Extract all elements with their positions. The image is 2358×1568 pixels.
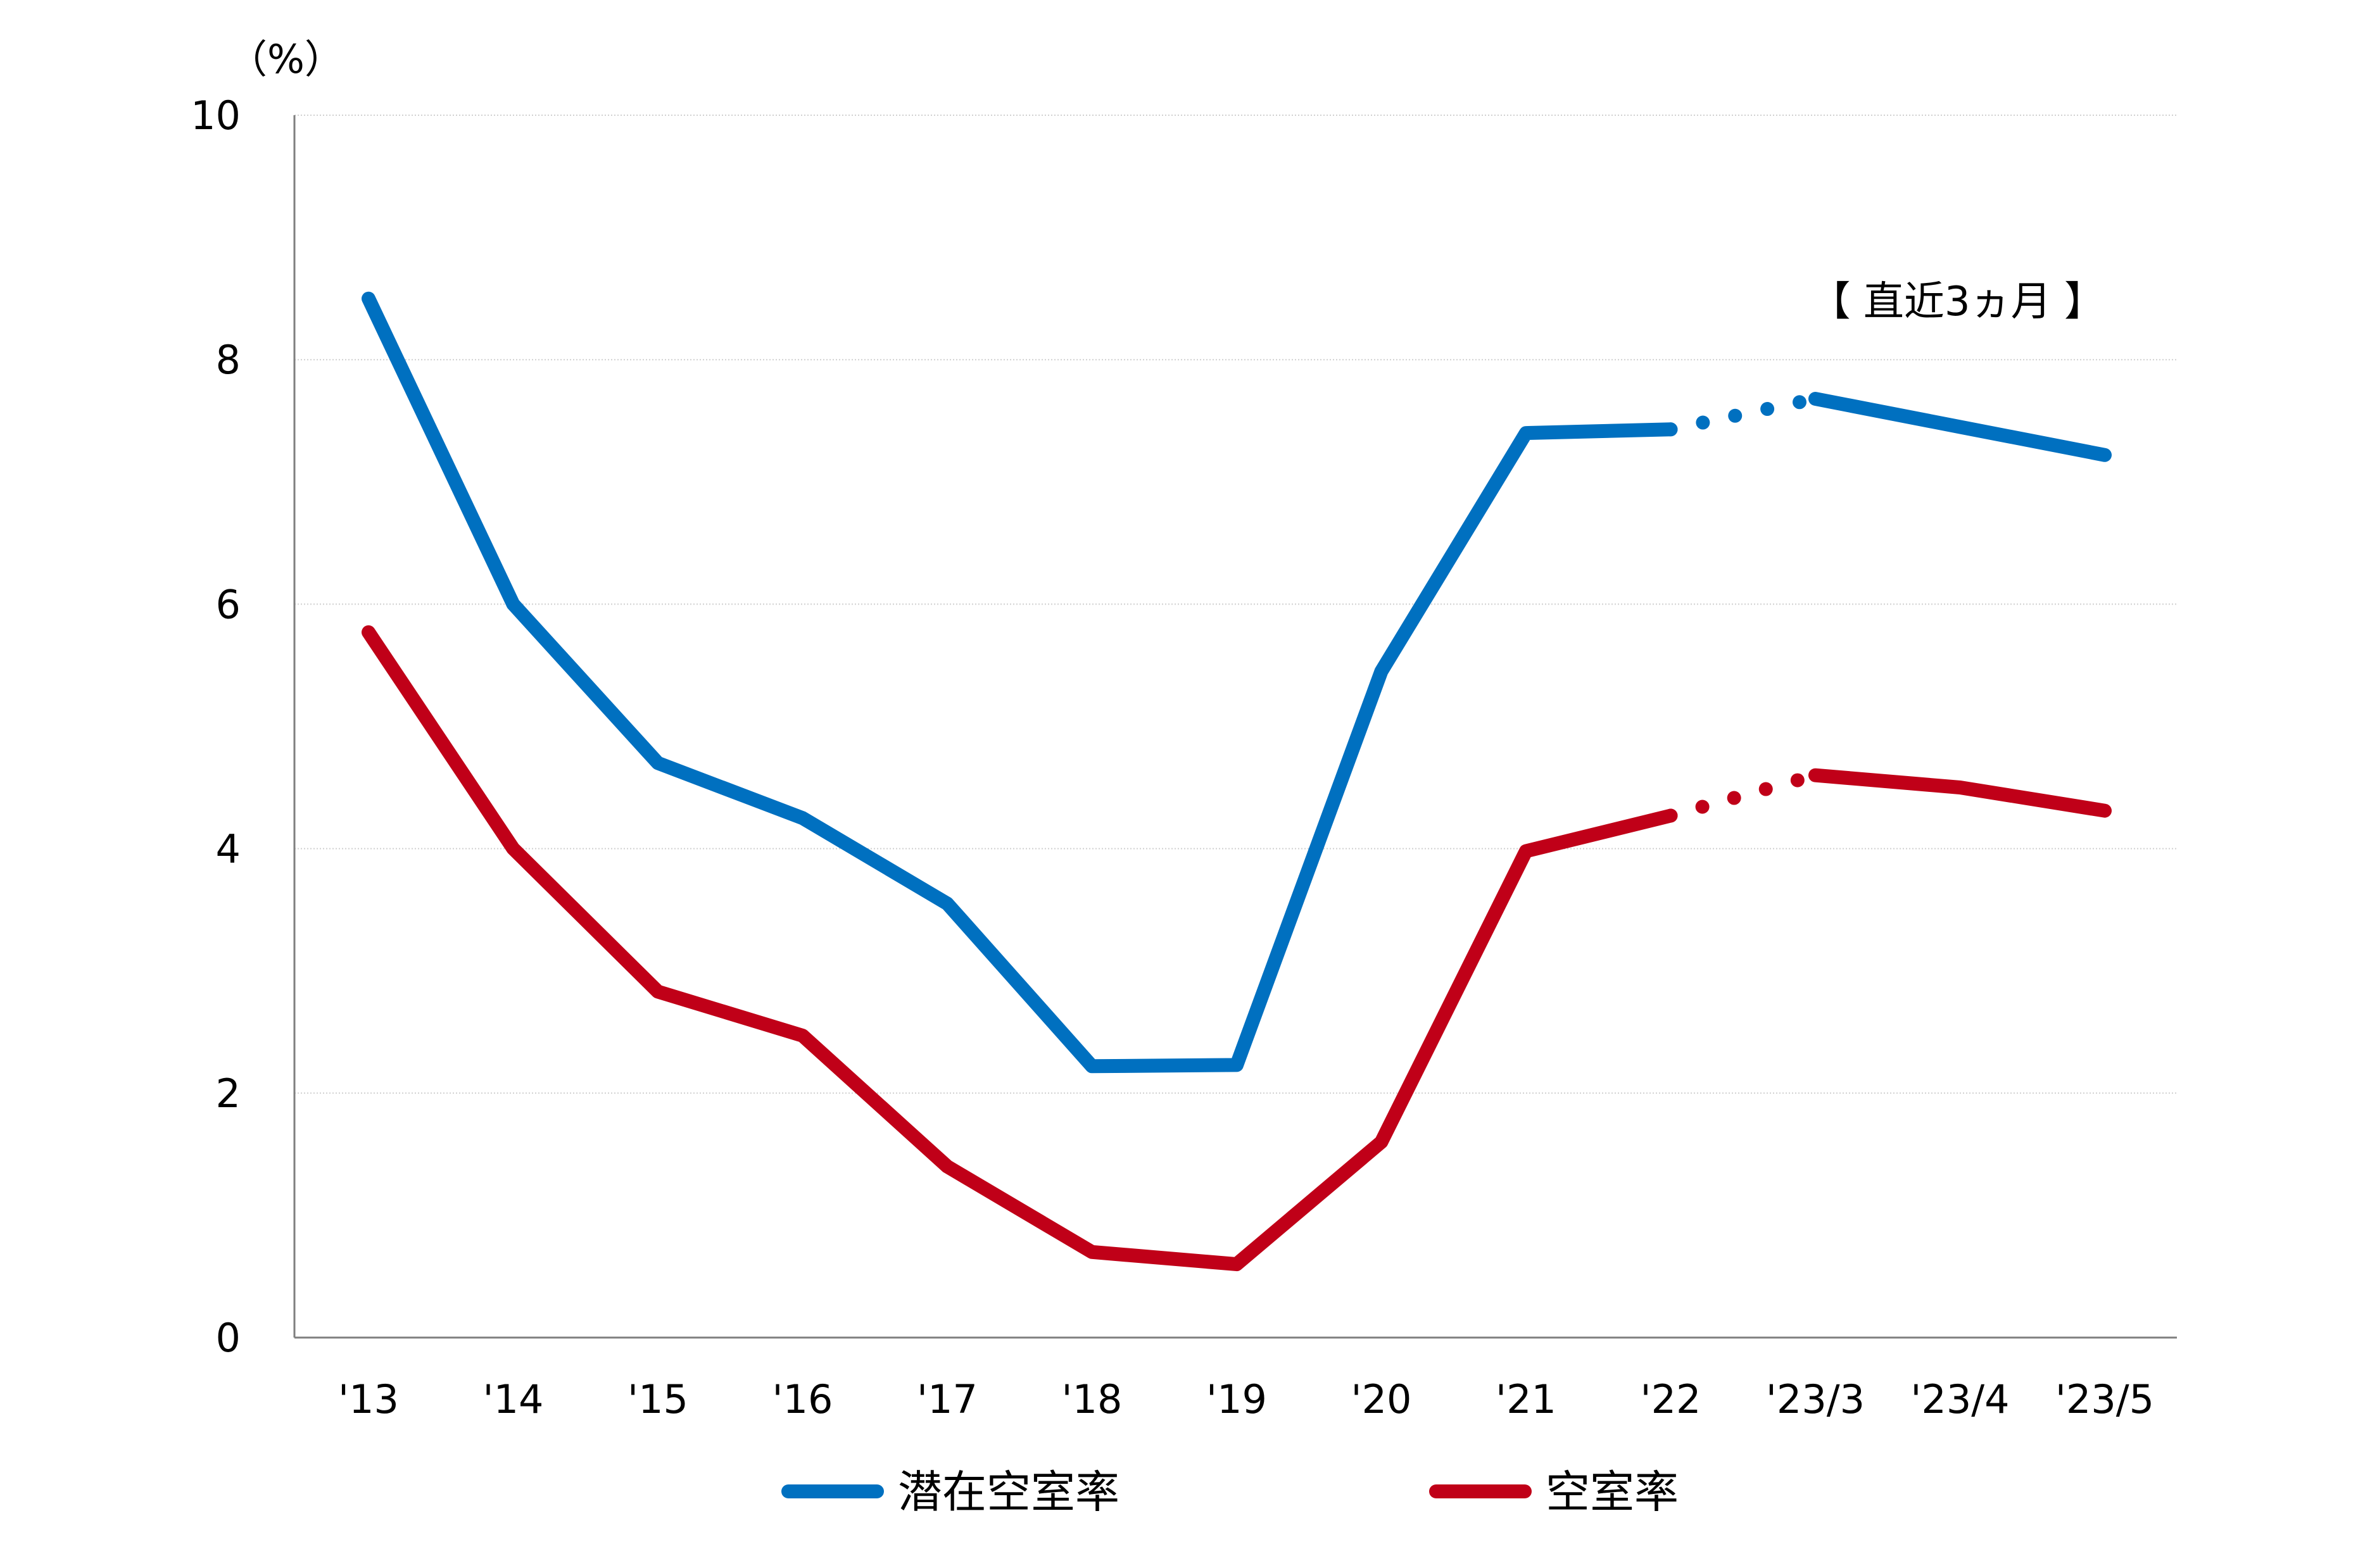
y-tick-label-6: 6 — [216, 581, 241, 627]
data-point — [947, 903, 948, 904]
series-lines — [362, 291, 2112, 1272]
data-point — [2104, 810, 2105, 812]
y-tick-label-4: 4 — [216, 826, 241, 872]
legend-item: 潜在空室率 — [781, 1466, 1119, 1518]
data-point — [1092, 1251, 1093, 1253]
data-point — [368, 632, 369, 633]
data-point — [513, 603, 514, 605]
x-tick-label: '20 — [1351, 1376, 1412, 1422]
y-tick-label-10: 10 — [191, 92, 241, 139]
x-tick-label: '15 — [627, 1376, 688, 1422]
y-axis-unit-label: （%） — [228, 36, 344, 82]
x-tick-label: '16 — [772, 1376, 833, 1422]
x-tick-label: '19 — [1206, 1376, 1267, 1422]
recent-months-annotation: 【 直近3ヵ月 】 — [1810, 279, 2105, 325]
tick-labels: 0 2 4 6 8 10 '13 '14 '15 '16 '17 '18 '19 '20 '21 '22 '23… — [191, 92, 2154, 1422]
series-0 — [362, 291, 2112, 1074]
series-line-recent — [1808, 768, 2112, 818]
data-point — [1960, 426, 1961, 427]
y-tick-label-0: 0 — [216, 1315, 241, 1361]
data-point — [1670, 429, 1672, 430]
data-point — [802, 1035, 804, 1036]
legend-item: 空室率 — [1429, 1466, 1679, 1518]
data-point — [1236, 1264, 1237, 1265]
data-point — [1525, 850, 1527, 851]
data-point — [2104, 455, 2105, 456]
x-tick-label: '23/4 — [1910, 1376, 2009, 1422]
data-point — [1670, 815, 1672, 816]
data-point — [1815, 775, 1816, 776]
series-line-dotted — [1663, 768, 1822, 823]
data-point — [657, 762, 659, 763]
series-line-solid — [362, 291, 1678, 1074]
grid-lines — [294, 115, 2177, 1094]
series-1 — [362, 625, 2112, 1272]
data-point — [1525, 432, 1527, 434]
data-point — [947, 1166, 948, 1167]
series-line-dotted — [1663, 392, 1822, 437]
x-tick-label: '14 — [483, 1376, 544, 1422]
data-point — [513, 848, 514, 850]
data-point — [1381, 671, 1382, 672]
data-point — [657, 991, 659, 993]
legend: 潜在空室率 空室率 — [781, 1466, 1679, 1518]
x-tick-label: '23/5 — [2055, 1376, 2154, 1422]
data-point — [368, 298, 369, 299]
data-point — [1960, 787, 1961, 788]
x-tick-label: '13 — [338, 1376, 399, 1422]
data-point — [1236, 1064, 1237, 1065]
data-point — [1381, 1141, 1382, 1143]
series-line-recent — [1808, 392, 2112, 462]
legend-label: 空室率 — [1546, 1466, 1679, 1518]
data-point — [802, 817, 804, 818]
y-tick-label-2: 2 — [216, 1070, 241, 1117]
x-tick-label: '22 — [1641, 1376, 1701, 1422]
data-point — [1815, 398, 1816, 399]
data-point — [1092, 1065, 1093, 1067]
x-tick-label: '21 — [1496, 1376, 1556, 1422]
x-tick-label: '18 — [1062, 1376, 1123, 1422]
x-tick-label: '23/3 — [1766, 1376, 1865, 1422]
axes — [293, 115, 2177, 1339]
x-tick-label: '17 — [917, 1376, 978, 1422]
legend-label: 潜在空室率 — [898, 1466, 1119, 1518]
y-tick-label-8: 8 — [216, 337, 241, 383]
series-line-solid — [362, 625, 1678, 1272]
